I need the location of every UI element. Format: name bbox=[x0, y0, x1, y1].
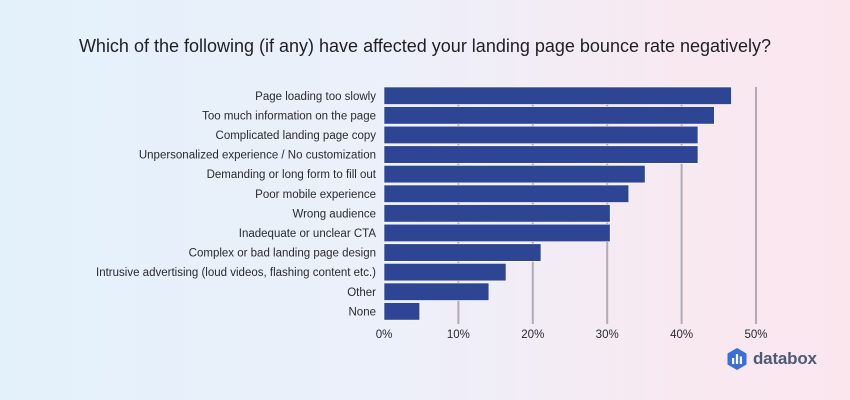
category-label: Unpersonalized experience / No customiza… bbox=[139, 150, 376, 162]
bar bbox=[383, 302, 421, 321]
x-tick-label: 10% bbox=[447, 329, 470, 341]
chart-title: Which of the following (if any) have aff… bbox=[78, 36, 772, 56]
category-label: Too much information on the page bbox=[202, 110, 376, 122]
databox-logo-text: databox bbox=[753, 349, 817, 368]
x-tick-label: 0% bbox=[376, 329, 393, 341]
category-label: Complex or bad landing page design bbox=[189, 248, 376, 260]
category-label: Other bbox=[347, 287, 376, 299]
x-axis-ticks: 0% 10% 20% 30% 40% 50% bbox=[376, 329, 768, 341]
bar bbox=[383, 184, 630, 203]
category-labels: Page loading too slowly Too much informat… bbox=[96, 91, 377, 319]
x-tick-label: 20% bbox=[521, 329, 544, 341]
category-label: Complicated landing page copy bbox=[216, 130, 377, 142]
bar bbox=[383, 145, 699, 164]
bar bbox=[383, 263, 507, 282]
databox-logo-icon bbox=[727, 348, 747, 370]
bars bbox=[383, 86, 732, 321]
category-label: Demanding or long form to fill out bbox=[207, 169, 377, 181]
x-tick-label: 30% bbox=[596, 329, 619, 341]
bar bbox=[383, 204, 611, 223]
bar bbox=[383, 223, 611, 242]
x-tick-label: 50% bbox=[744, 329, 767, 341]
category-label: None bbox=[349, 306, 377, 318]
category-label: Poor mobile experience bbox=[255, 189, 376, 201]
category-label: Wrong audience bbox=[292, 208, 376, 220]
bar bbox=[383, 165, 646, 184]
category-label: Inadequate or unclear CTA bbox=[239, 228, 377, 240]
bar bbox=[383, 243, 542, 262]
x-tick-label: 40% bbox=[670, 329, 693, 341]
category-label: Page loading too slowly bbox=[255, 91, 376, 103]
category-label: Intrusive advertising (loud videos, flas… bbox=[96, 267, 376, 279]
bar bbox=[383, 125, 699, 144]
bar bbox=[383, 86, 732, 105]
bar bbox=[383, 282, 490, 301]
bar bbox=[383, 106, 715, 125]
databox-logo: databox bbox=[727, 348, 817, 370]
